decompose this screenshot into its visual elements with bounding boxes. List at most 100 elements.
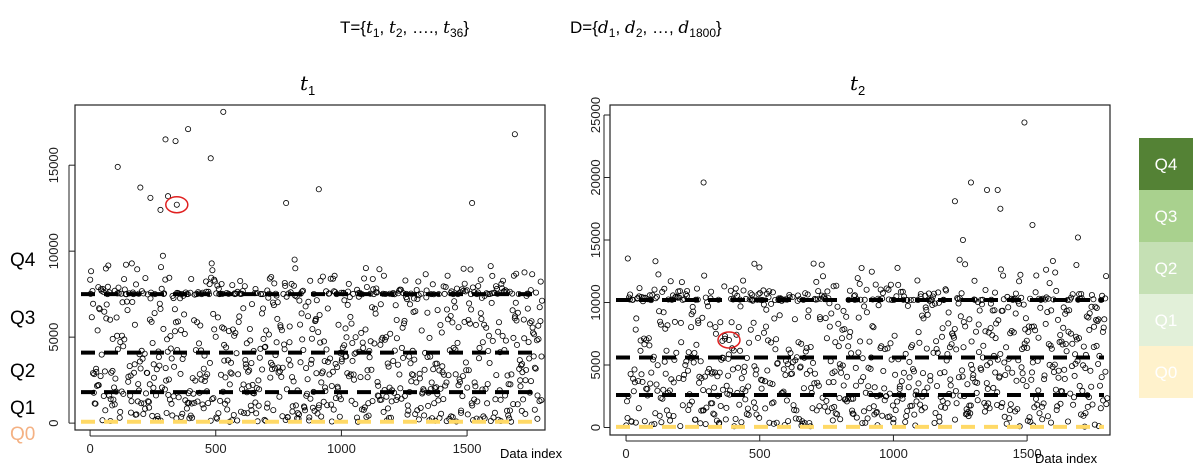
data-point (693, 341, 700, 348)
data-point (929, 301, 936, 308)
data-point (153, 366, 160, 373)
data-point (818, 261, 825, 268)
data-point (485, 347, 492, 354)
data-point (247, 337, 254, 344)
data-point (803, 370, 810, 377)
data-point (657, 321, 664, 328)
data-point (869, 323, 876, 330)
data-point (281, 279, 288, 286)
data-point (292, 265, 299, 272)
data-point (210, 310, 217, 317)
data-point (507, 381, 514, 388)
data-point (474, 398, 481, 405)
data-point (131, 361, 138, 368)
data-point (522, 377, 529, 384)
data-point (1057, 400, 1064, 407)
data-point (327, 355, 334, 362)
data-point (662, 370, 669, 377)
data-point (723, 404, 730, 411)
data-point (902, 418, 909, 425)
data-point (403, 296, 410, 303)
data-point (922, 304, 929, 311)
data-point (782, 371, 789, 378)
y-tick-label: 15000 (588, 222, 603, 258)
data-point (788, 364, 795, 371)
data-point (745, 411, 752, 418)
data-point (1042, 320, 1049, 327)
data-point (174, 318, 181, 325)
data-point (135, 381, 142, 388)
data-point (487, 417, 494, 424)
data-point (244, 410, 251, 417)
data-point (992, 369, 999, 376)
data-point (803, 345, 810, 352)
data-point (324, 305, 331, 312)
data-point (861, 408, 868, 415)
data-point (359, 339, 366, 346)
data-point (723, 382, 730, 389)
data-point (1002, 371, 1009, 378)
data-point (1003, 344, 1010, 351)
data-point (756, 414, 763, 421)
data-point (249, 381, 256, 388)
data-point (661, 285, 668, 292)
data-point (939, 333, 946, 340)
data-point (1032, 289, 1039, 296)
data-point (694, 285, 701, 292)
data-point (1006, 407, 1013, 414)
x-tick-label: 1500 (453, 441, 482, 456)
data-point (945, 309, 952, 316)
data-point (377, 301, 384, 308)
data-point (408, 378, 415, 385)
data-point (1004, 365, 1011, 372)
data-point (641, 418, 648, 425)
data-point (828, 310, 835, 317)
data-point (784, 361, 791, 368)
data-point (246, 367, 253, 374)
data-point (419, 389, 426, 396)
data-point (360, 344, 367, 351)
data-point (138, 400, 145, 407)
data-point (185, 399, 192, 406)
data-point (711, 384, 718, 391)
data-point (417, 404, 424, 411)
data-point (742, 396, 749, 403)
data-point (344, 301, 351, 308)
data-point (900, 369, 907, 376)
data-point (179, 410, 186, 417)
data-point (833, 282, 840, 289)
data-point (194, 398, 201, 405)
data-point (648, 369, 655, 376)
data-point (281, 346, 288, 353)
data-point (1071, 394, 1078, 401)
data-point (1053, 406, 1060, 413)
data-point (832, 339, 839, 346)
data-point (881, 385, 888, 392)
data-point (318, 379, 325, 386)
data-point (1006, 415, 1013, 422)
time-set-formula: T={t1, t2, …., t36} (340, 18, 469, 40)
data-point (349, 339, 356, 346)
data-point (805, 307, 812, 314)
data-point (1084, 403, 1091, 410)
data-point (181, 311, 188, 318)
data-point (502, 337, 509, 344)
data-point (920, 315, 927, 322)
highlighted-point (173, 201, 180, 208)
data-point (688, 398, 695, 405)
data-point (880, 367, 887, 374)
data-point (492, 396, 499, 403)
data-point (530, 329, 537, 336)
data-point (256, 386, 263, 393)
data-point (430, 366, 437, 373)
data-point (823, 397, 830, 404)
data-point (178, 413, 185, 420)
data-point (960, 318, 967, 325)
data-point (350, 376, 357, 383)
data-point (439, 363, 446, 370)
chart-title: t1 (300, 71, 315, 98)
data-point-outlier (315, 186, 322, 193)
data-point (978, 301, 985, 308)
data-point (924, 311, 931, 318)
